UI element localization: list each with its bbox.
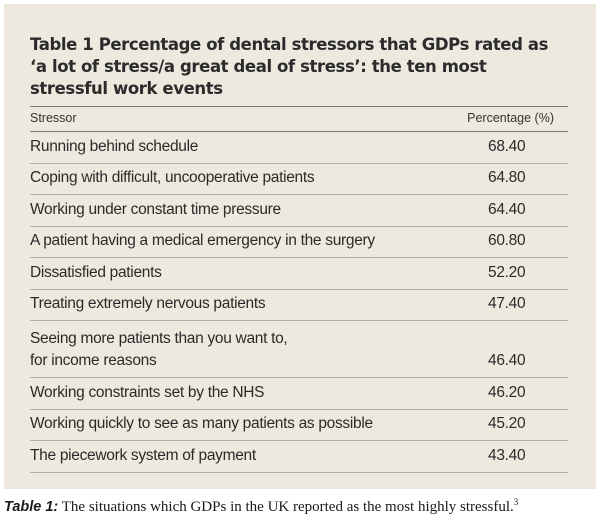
stressor-cell: Running behind schedule bbox=[30, 137, 199, 155]
table-row: Working under constant time pressure 64.… bbox=[30, 195, 568, 227]
table-caption: Table 1: The situations which GDPs in th… bbox=[4, 497, 518, 516]
table-row: A patient having a medical emergency in … bbox=[30, 227, 568, 258]
caption-label: Table 1: bbox=[4, 499, 59, 515]
table-row: Seeing more patients than you want to, f… bbox=[30, 321, 568, 378]
table-row: Treating extremely nervous patients 47.4… bbox=[30, 290, 568, 321]
percentage-cell: 68.40 bbox=[488, 137, 526, 155]
table-row: Working constraints set by the NHS 46.20 bbox=[30, 378, 568, 410]
percentage-cell: 60.80 bbox=[488, 232, 526, 249]
stressor-cell: Seeing more patients than you want to, f… bbox=[30, 328, 484, 372]
stressor-cell: Dissatisfied patients bbox=[30, 263, 162, 281]
caption-reference: 3 bbox=[513, 497, 519, 507]
percentage-cell: 43.40 bbox=[488, 446, 526, 464]
percentage-cell: 45.20 bbox=[488, 415, 526, 432]
table-row: The piecework system of payment 43.40 bbox=[30, 441, 568, 473]
percentage-cell: 47.40 bbox=[488, 295, 526, 312]
stressor-cell: A patient having a medical emergency in … bbox=[30, 232, 375, 249]
table-panel: Table 1 Percentage of dental stressors t… bbox=[4, 4, 596, 489]
stressor-cell: Treating extremely nervous patients bbox=[30, 295, 266, 312]
table-header: Stressor Percentage (%) bbox=[30, 106, 568, 132]
percentage-cell: 64.80 bbox=[488, 169, 526, 186]
percentage-cell: 46.40 bbox=[488, 352, 526, 369]
percentage-cell: 46.20 bbox=[488, 383, 526, 401]
stressor-cell-line2: for income reasons bbox=[30, 352, 157, 369]
stressor-cell: The piecework system of payment bbox=[30, 446, 256, 464]
percentage-cell: 64.40 bbox=[488, 200, 526, 218]
table-title: Table 1 Percentage of dental stressors t… bbox=[30, 35, 549, 98]
percentage-cell: 52.20 bbox=[488, 263, 526, 281]
table-row: Coping with difficult, uncooperative pat… bbox=[30, 164, 568, 195]
stressor-cell: Coping with difficult, uncooperative pat… bbox=[30, 169, 315, 186]
table-row: Running behind schedule 68.40 bbox=[30, 132, 568, 164]
stressor-cell: Working constraints set by the NHS bbox=[30, 383, 265, 401]
column-header-stressor: Stressor bbox=[30, 111, 77, 125]
stressor-cell: Working under constant time pressure bbox=[30, 200, 281, 218]
caption-text: The situations which GDPs in the UK repo… bbox=[58, 499, 514, 515]
column-header-percentage: Percentage (%) bbox=[467, 111, 554, 125]
table-row: Dissatisfied patients 52.20 bbox=[30, 258, 568, 290]
table-row: Working quickly to see as many patients … bbox=[30, 410, 568, 441]
stressor-cell: Working quickly to see as many patients … bbox=[30, 415, 373, 432]
stressor-cell-line1: Seeing more patients than you want to, bbox=[30, 330, 288, 347]
